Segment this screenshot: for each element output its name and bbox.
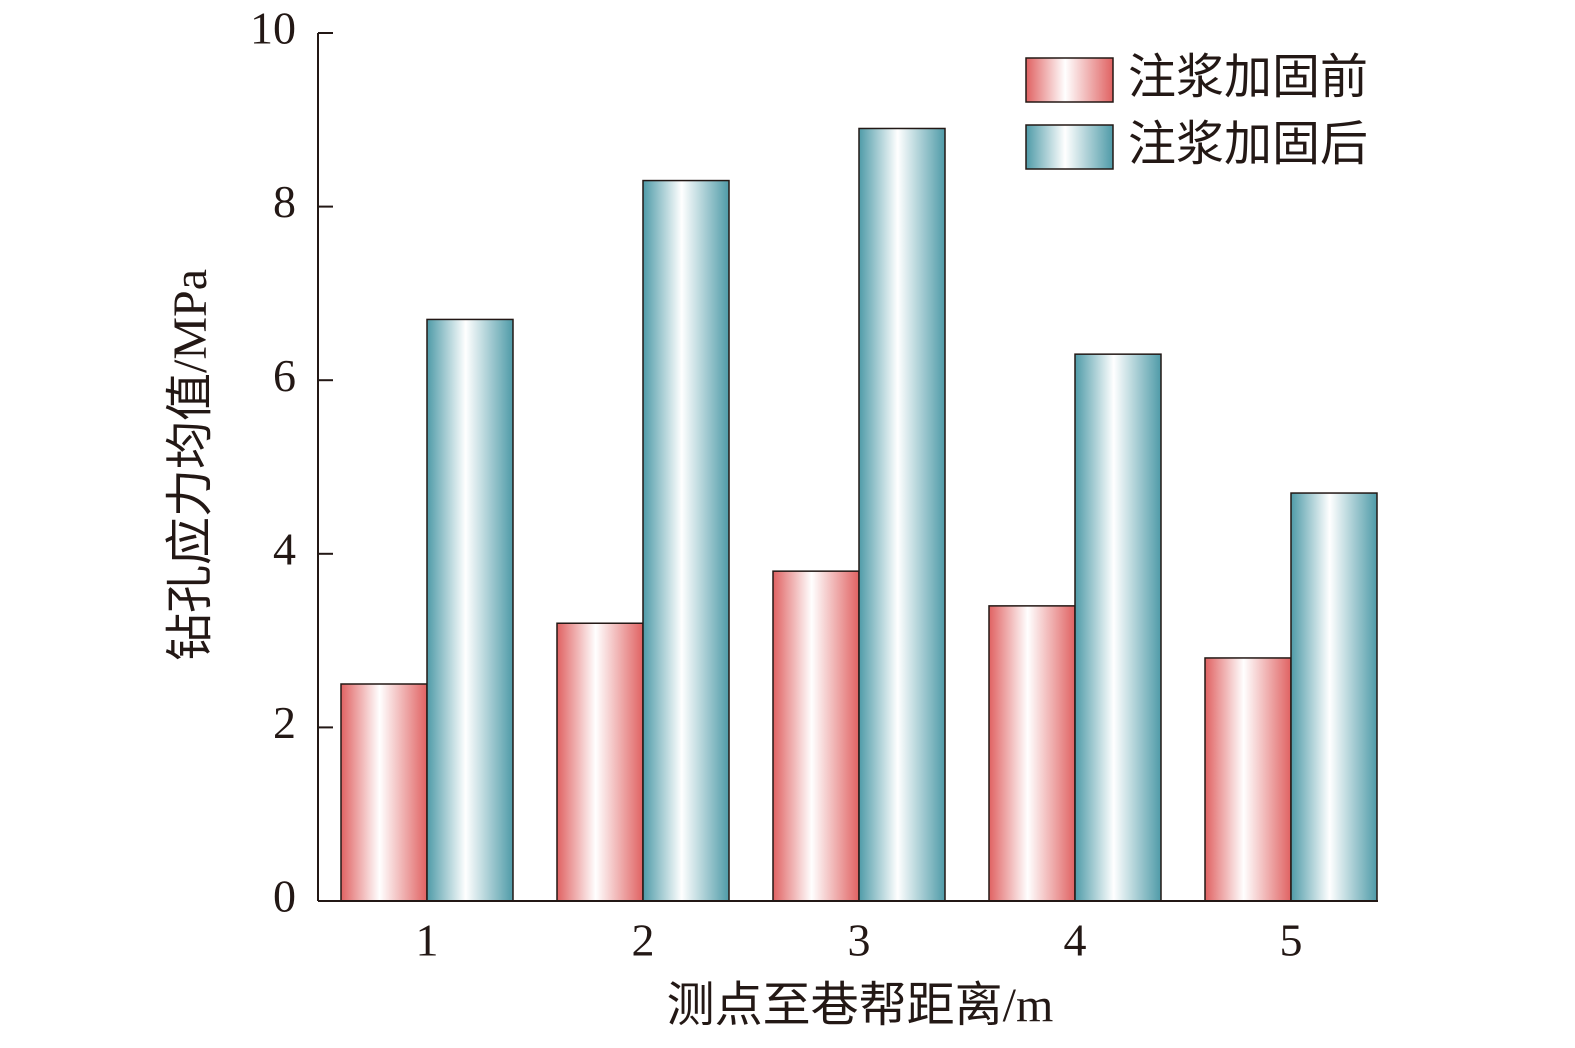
- legend-swatch: [1025, 57, 1114, 103]
- x-tick-label: 4: [1064, 915, 1087, 966]
- bar: [556, 622, 644, 902]
- x-tick-label: 5: [1280, 915, 1303, 966]
- y-tick-label: 2: [273, 697, 296, 748]
- bar: [1204, 657, 1292, 902]
- y-tick-label: 0: [273, 871, 296, 922]
- bar: [426, 318, 514, 902]
- x-tick-label: 2: [632, 915, 655, 966]
- bar: [858, 127, 946, 902]
- bar: [1074, 353, 1162, 902]
- x-axis-title: 测点至巷帮距离/m: [667, 979, 1054, 1032]
- legend-label: 注浆加固前: [1128, 51, 1368, 104]
- y-tick-label: 4: [273, 523, 296, 574]
- bar: [988, 605, 1076, 902]
- bar: [642, 179, 730, 902]
- x-tick-label: 1: [416, 915, 439, 966]
- legend-label: 注浆加固后: [1128, 118, 1368, 171]
- bar: [340, 683, 428, 902]
- x-tick-label: 3: [848, 915, 871, 966]
- bar: [772, 570, 860, 902]
- y-tick-label: 8: [273, 176, 296, 227]
- bar: [1290, 492, 1378, 902]
- y-tick-label: 6: [273, 350, 296, 401]
- legend-swatch: [1025, 124, 1114, 170]
- y-tick-label: 10: [250, 3, 296, 54]
- y-axis-title: 钻孔应力均值/MPa: [164, 269, 217, 661]
